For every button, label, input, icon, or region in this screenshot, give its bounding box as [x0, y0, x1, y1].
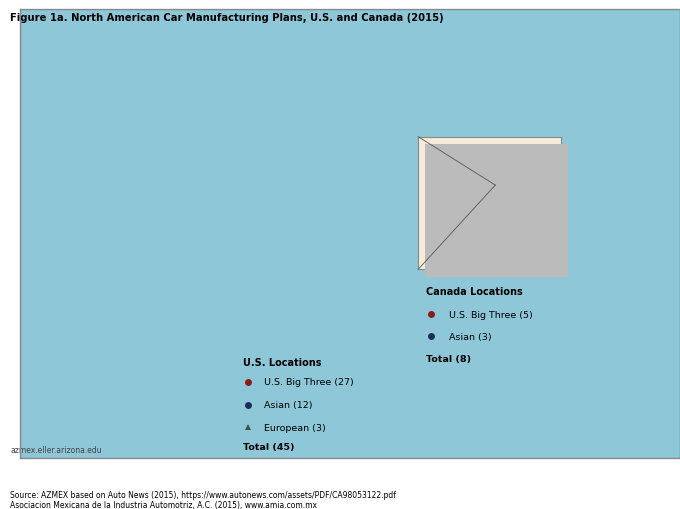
Text: Source: AZMEX based on Auto News (2015), https://www.autonews.com/assets/PDF/CA9: Source: AZMEX based on Auto News (2015),… — [10, 490, 396, 509]
Text: U.S. Big Three (27): U.S. Big Three (27) — [264, 377, 354, 386]
Text: European (3): European (3) — [264, 423, 326, 432]
Text: Canada Locations: Canada Locations — [426, 287, 523, 296]
Text: azmex.eller.arizona.edu: azmex.eller.arizona.edu — [10, 445, 102, 455]
Text: Figure 1a. North American Car Manufacturing Plans, U.S. and Canada (2015): Figure 1a. North American Car Manufactur… — [10, 13, 444, 23]
Text: U.S. Locations: U.S. Locations — [243, 357, 321, 367]
Text: Total (8): Total (8) — [426, 354, 471, 363]
Text: Asian (3): Asian (3) — [449, 332, 492, 341]
Text: Total (45): Total (45) — [243, 442, 294, 451]
Text: Asian (12): Asian (12) — [264, 401, 313, 410]
Text: U.S. Big Three (5): U.S. Big Three (5) — [449, 310, 533, 319]
